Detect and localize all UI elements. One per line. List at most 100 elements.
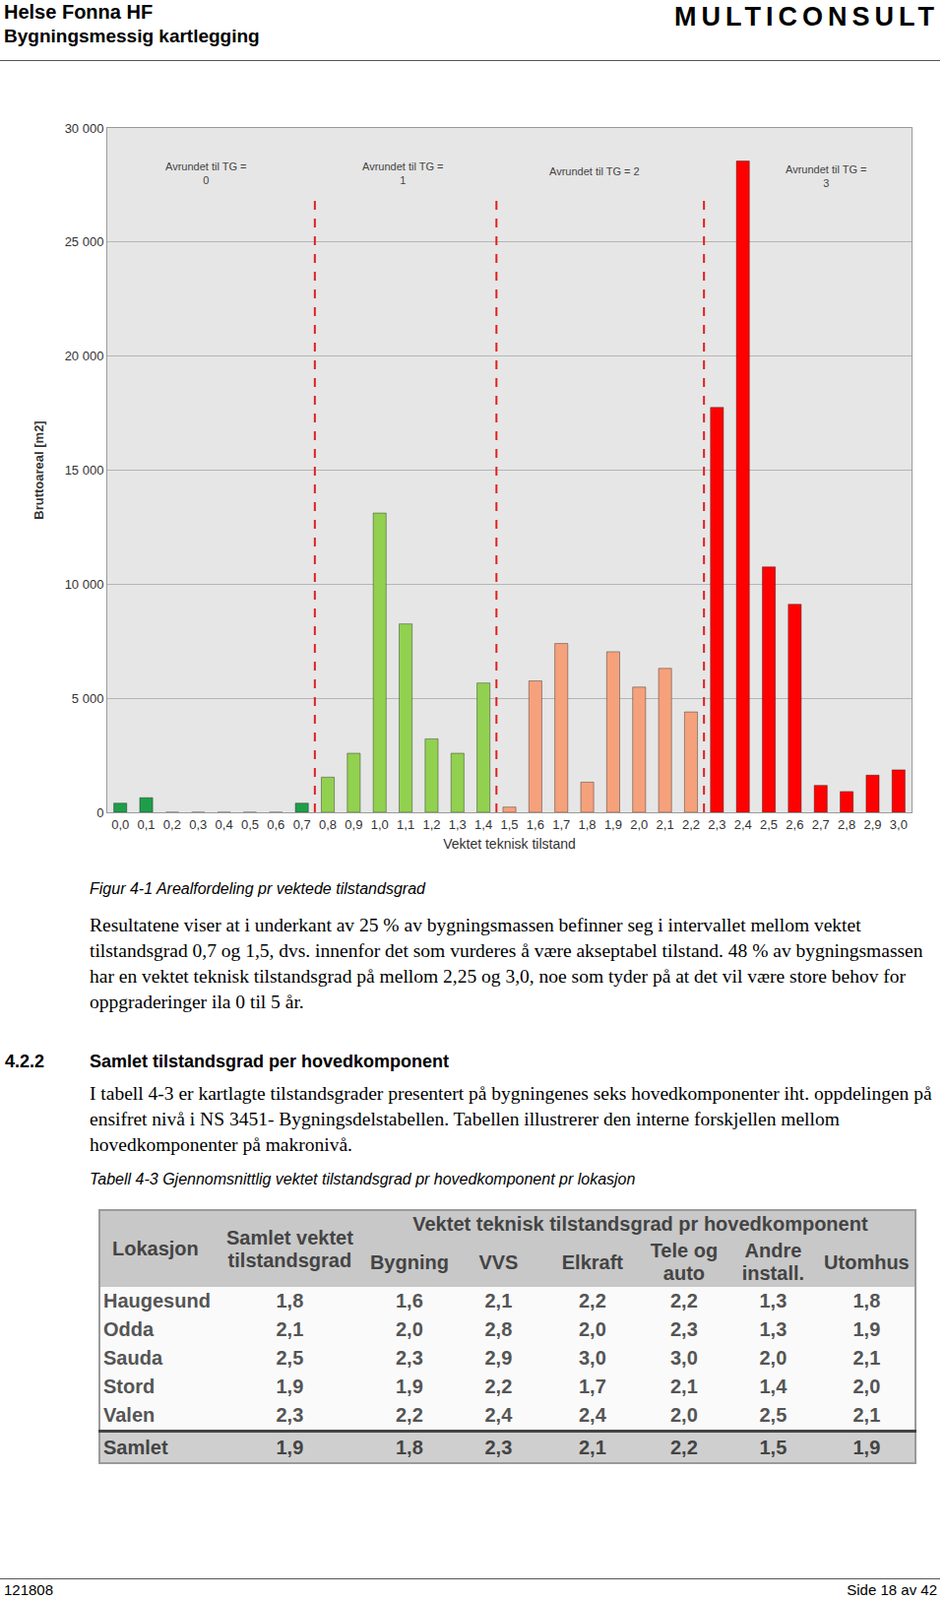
svg-text:Bruttoareal [m2]: Bruttoareal [m2] [31,420,47,519]
svg-text:Avrundet til TG =1: Avrundet til TG =1 [362,160,443,187]
html-text:Helse Fonna HF: Helse Fonna HF [3,0,153,23]
svg-text:5 000: 5 000 [71,691,105,706]
html-text:2,0: 2,0 [670,1403,698,1426]
html-text:1,9: 1,9 [276,1375,304,1397]
html-text:2,3: 2,3 [670,1318,698,1340]
html-text:Bygning: Bygning [370,1250,449,1273]
svg-text:1,9: 1,9 [604,817,623,832]
svg-text:3,0: 3,0 [889,817,908,832]
svg-text:0,5: 0,5 [241,817,259,832]
html-text:2,2: 2,2 [670,1435,698,1458]
html-text:2,5: 2,5 [276,1346,304,1369]
svg-text:15 000: 15 000 [64,462,105,478]
html-text:1,8: 1,8 [395,1435,424,1458]
svg-text:2,1: 2,1 [656,817,675,832]
svg-text:2,4: 2,4 [734,817,753,832]
svg-text:1,1: 1,1 [396,817,415,832]
html-text:1,8: 1,8 [276,1289,304,1312]
html-text:2,0: 2,0 [759,1346,787,1369]
html-text:2,1: 2,1 [578,1435,607,1458]
svg-text:1,4: 1,4 [474,817,493,832]
html-text:Utomhus: Utomhus [824,1250,910,1273]
html-text:Samlet: Samlet [103,1435,168,1458]
html-text:2,5: 2,5 [759,1403,787,1426]
html-text:MULTICONSULT: MULTICONSULT [674,1,940,32]
html-text:2,1: 2,1 [276,1318,304,1340]
html-text:2,1: 2,1 [852,1346,881,1369]
svg-text:1,5: 1,5 [500,817,518,832]
html-text:VVS: VVS [478,1250,519,1273]
html-text:1,5: 1,5 [759,1435,787,1458]
html-text:1,3: 1,3 [759,1318,787,1340]
svg-text:10 000: 10 000 [64,576,105,592]
html-text:Sauda: Sauda [103,1346,163,1369]
html-text:Valen: Valen [103,1403,155,1426]
html-text:2,1: 2,1 [852,1403,881,1426]
html-text:1,9: 1,9 [276,1435,304,1458]
html-text:Haugesund: Haugesund [103,1289,211,1312]
svg-text:0,3: 0,3 [189,817,207,832]
svg-text:2,3: 2,3 [707,817,726,832]
svg-text:Avrundet til TG =0: Avrundet til TG =0 [165,160,247,187]
svg-text:2,0: 2,0 [630,817,648,832]
html-text:2,0: 2,0 [395,1318,424,1340]
svg-text:Vektet teknisk tilstand: Vektet teknisk tilstand [442,835,576,852]
svg-text:Avrundet til TG = 2: Avrundet til TG = 2 [549,165,640,178]
html-text:2,1: 2,1 [484,1289,513,1312]
html-text:Bygningsmessig kartlegging: Bygningsmessig kartlegging [3,25,260,47]
svg-text:20 000: 20 000 [64,348,105,364]
svg-text:0: 0 [96,805,104,820]
svg-text:1,6: 1,6 [526,817,545,832]
svg-text:0,1: 0,1 [136,817,155,832]
svg-text:1,7: 1,7 [552,817,570,832]
html-text:1,3: 1,3 [759,1289,787,1312]
html-text:Samlet vektet tilstandsgrad: Samlet vektet tilstandsgrad [226,1226,354,1271]
svg-text:2,2: 2,2 [682,817,700,832]
html-text:2,3: 2,3 [484,1435,513,1458]
svg-text:0,7: 0,7 [293,817,312,832]
html-text:I tabell 4-3 er kartlagte tils: I tabell 4-3 er kartlagte tilstandsgrade… [89,1082,932,1155]
svg-text:30 000: 30 000 [64,121,105,136]
svg-text:2,9: 2,9 [863,817,882,832]
html-text:2,2: 2,2 [395,1403,424,1426]
svg-text:1,8: 1,8 [578,817,597,832]
svg-text:Avrundet til TG =3: Avrundet til TG =3 [785,163,867,189]
svg-text:0,4: 0,4 [215,817,234,832]
svg-text:1,2: 1,2 [422,817,441,832]
html-text:2,2: 2,2 [578,1289,607,1312]
svg-text:2,5: 2,5 [759,817,778,832]
html-text:2,4: 2,4 [484,1403,513,1426]
svg-text:1,0: 1,0 [371,817,389,832]
html-text:2,0: 2,0 [578,1318,607,1340]
html-text:Vektet teknisk tilstandsgrad p: Vektet teknisk tilstandsgrad pr hovedkom… [412,1212,868,1235]
html-text:2,9: 2,9 [484,1346,513,1369]
html-text:1,9: 1,9 [852,1435,881,1458]
html-text:1,9: 1,9 [852,1318,881,1340]
html-text:Tele og auto: Tele og auto [650,1239,718,1284]
html-text:Elkraft: Elkraft [561,1250,624,1273]
html-text:Stord: Stord [103,1375,155,1397]
svg-text:25 000: 25 000 [64,234,105,250]
html-text:2,4: 2,4 [578,1403,607,1426]
svg-text:1,3: 1,3 [448,817,467,832]
html-text:1,6: 1,6 [395,1289,424,1312]
html-text:Odda: Odda [103,1318,154,1340]
svg-text:2,7: 2,7 [812,817,830,832]
svg-text:2,6: 2,6 [785,817,804,832]
html-text:2,3: 2,3 [395,1346,424,1369]
svg-text:0,0: 0,0 [111,817,129,832]
html-text:Resultatene viser at i underka: Resultatene viser at i underkant av 25 %… [89,914,923,1012]
html-text:Andre install.: Andre install. [741,1239,805,1284]
html-text:3,0: 3,0 [578,1346,607,1369]
html-text:1,8: 1,8 [852,1289,881,1312]
svg-text:0,2: 0,2 [163,817,182,832]
html-text:2,8: 2,8 [484,1318,513,1340]
svg-text:2,8: 2,8 [837,817,856,832]
html-text:2,2: 2,2 [670,1289,698,1312]
svg-text:0,9: 0,9 [344,817,363,832]
svg-text:0,8: 0,8 [318,817,337,832]
svg-text:0,6: 0,6 [266,817,285,832]
html-text:3,0: 3,0 [670,1346,698,1369]
html-text:2,3: 2,3 [276,1403,304,1426]
html-text:Lokasjon: Lokasjon [112,1237,199,1260]
